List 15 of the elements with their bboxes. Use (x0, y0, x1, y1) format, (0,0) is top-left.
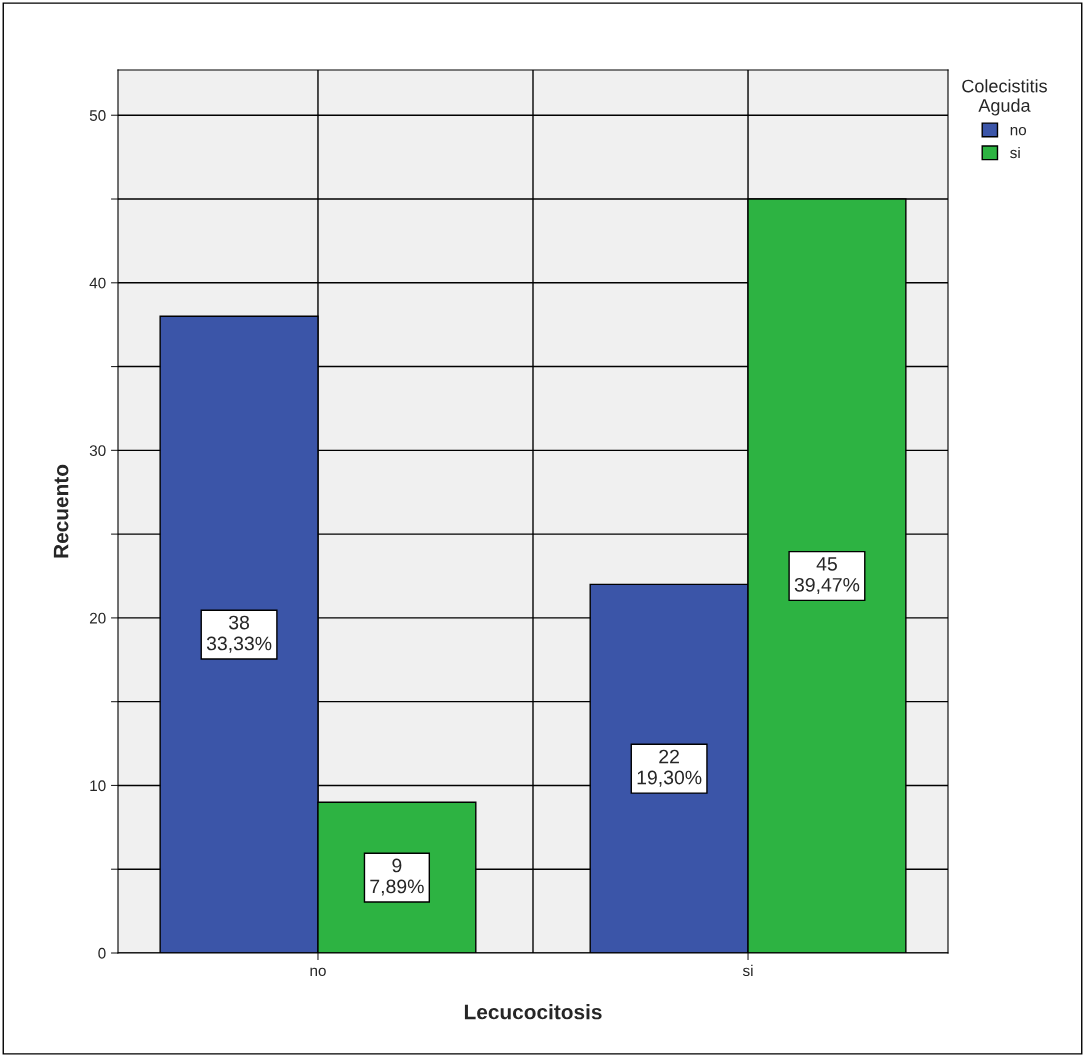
data-label: 45 39,47% (794, 557, 860, 594)
data-label: 9 7,89% (370, 858, 424, 896)
y-tick-label: 50 (89, 110, 106, 121)
y-tick-label: 0 (98, 947, 106, 959)
legend-title: Colecistitis Aguda (962, 79, 1047, 116)
y-axis-title: Recuento (53, 464, 69, 558)
x-axis-title: Lecucocitosis (464, 1004, 602, 1020)
data-label: 38 33,33% (206, 615, 272, 653)
y-tick-label: 20 (89, 612, 106, 624)
y-tick-label: 40 (89, 277, 106, 289)
legend-label: no (1010, 126, 1027, 136)
y-tick-label: 10 (90, 780, 106, 792)
data-label: 22 19,30% (637, 749, 702, 787)
y-tick-label: 30 (89, 445, 106, 457)
legend-label: si (1010, 146, 1020, 159)
